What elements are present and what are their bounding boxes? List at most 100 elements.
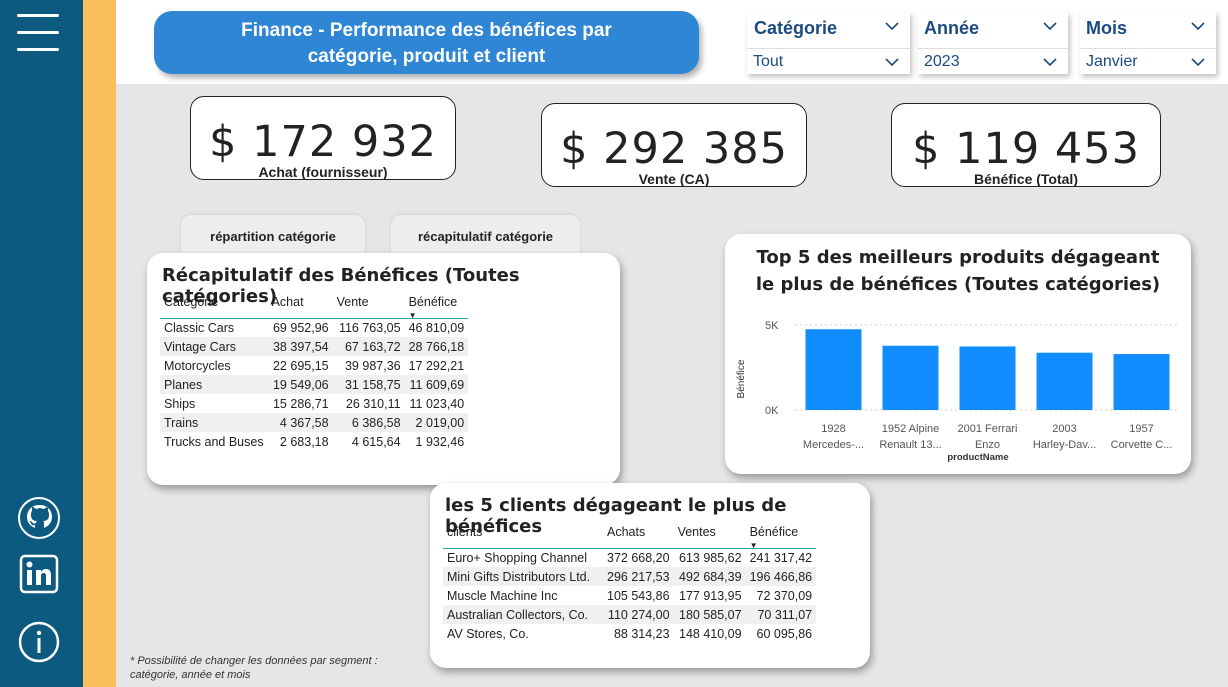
col-header-ventes[interactable]: Ventes xyxy=(677,525,716,539)
table-row[interactable]: Muscle Machine Inc 105 543,86 177 913,95 72… xyxy=(443,586,816,605)
table-row[interactable]: Vintage Cars 38 397,54 67 163,72 28 766,18 xyxy=(160,337,469,356)
table-cell: Australian Collectors, Co. xyxy=(443,605,603,624)
chart-title: Top 5 des meilleurs produits dégageant l… xyxy=(725,244,1191,298)
footnote-line1: * Possibilité de changer les données par… xyxy=(130,655,378,667)
table-cell: 11 609,69 xyxy=(404,375,469,394)
x-axis-label: productName xyxy=(947,452,1008,463)
x-tick-label: 1928 xyxy=(821,423,845,435)
bar[interactable] xyxy=(1036,352,1093,410)
table-cell: Mini Gifts Distributors Ltd. xyxy=(443,567,603,586)
category-table-title: Récapitulatif des Bénéfices (Toutes caté… xyxy=(162,265,520,307)
table-row[interactable]: Planes 19 549,06 31 158,75 11 609,69 xyxy=(160,375,469,394)
chevron-down-icon[interactable] xyxy=(884,54,900,70)
github-icon[interactable] xyxy=(17,496,61,540)
slicer-categorie-dropdown[interactable]: Tout xyxy=(747,48,910,74)
kpi-benefice: $ 119 453 Bénéfice (Total) xyxy=(891,103,1161,187)
slicer-categorie-value: Tout xyxy=(753,53,784,70)
col-header-vente[interactable]: Vente xyxy=(336,295,369,309)
y-tick-label: 5K xyxy=(765,320,779,332)
chevron-down-icon[interactable] xyxy=(1190,54,1206,70)
table-cell: 180 585,07 xyxy=(673,605,746,624)
col-header-clients[interactable]: clients xyxy=(447,525,483,539)
table-cell: Euro+ Shopping Channel xyxy=(447,550,588,565)
slicer-mois[interactable]: Mois Janvier xyxy=(1080,12,1216,74)
slicer-mois-dropdown[interactable]: Janvier xyxy=(1080,48,1216,74)
menu-icon[interactable] xyxy=(17,14,59,56)
table-row[interactable]: Trains 4 367,58 6 386,58 2 019,00 xyxy=(160,413,469,432)
table-cell: 110 274,00 xyxy=(603,605,674,624)
chevron-down-icon[interactable] xyxy=(1042,18,1058,34)
x-tick-label: Enzo xyxy=(975,439,1000,451)
table-cell: Muscle Machine Inc xyxy=(447,588,558,603)
table-cell: 2 683,18 xyxy=(279,434,329,449)
table-cell: Motorcycles xyxy=(164,358,231,373)
table-cell: 196 466,86 xyxy=(745,567,817,586)
slicer-annee-value: 2023 xyxy=(924,53,960,70)
slicer-categorie[interactable]: Catégorie Tout xyxy=(747,12,910,74)
table-row[interactable]: Motorcycles 22 695,15 39 987,36 17 292,21 xyxy=(160,356,468,375)
table-cell: 2 019,00 xyxy=(404,413,469,432)
table-cell: 613 985,62 xyxy=(679,550,742,565)
table-cell: 148 410,09 xyxy=(679,626,742,641)
table-row[interactable]: Australian Collectors, Co. 110 274,00 180 … xyxy=(443,605,817,624)
slicer-categorie-label: Catégorie xyxy=(754,18,838,38)
col-header-client-benefice[interactable]: Bénéfice ▼ xyxy=(746,522,817,550)
table-cell: 296 217,53 xyxy=(603,567,674,586)
y-tick-label: 0K xyxy=(765,405,779,417)
col-header-achats[interactable]: Achats xyxy=(607,525,646,539)
table-cell: 116 763,05 xyxy=(338,320,401,335)
kpi-vente-caption: Vente (CA) xyxy=(638,171,710,187)
table-cell: 39 987,36 xyxy=(344,358,401,373)
col-header-benefice-label: Bénéfice xyxy=(408,295,458,309)
slicer-annee-label: Année xyxy=(924,18,980,38)
table-row[interactable]: Mini Gifts Distributors Ltd. 296 217,53 49… xyxy=(443,567,817,586)
slicer-mois-value: Janvier xyxy=(1086,53,1138,70)
page-title: Finance - Performance des bénéfices par … xyxy=(154,11,699,74)
chevron-down-icon[interactable] xyxy=(884,18,900,34)
slicer-annee[interactable]: Année 2023 xyxy=(918,12,1068,74)
table-cell: 60 095,86 xyxy=(756,626,813,641)
col-header-client-benefice-label: Bénéfice xyxy=(749,525,799,539)
table-cell: Trucks and Buses xyxy=(164,434,264,449)
bar[interactable] xyxy=(882,345,939,410)
table-cell: 26 310,11 xyxy=(345,396,401,411)
table-cell: 38 397,54 xyxy=(267,337,333,356)
table-row[interactable]: Classic Cars 69 952,96 116 763,05 46 810,09 xyxy=(160,318,468,337)
bar[interactable] xyxy=(1113,354,1170,410)
table-row[interactable]: AV Stores, Co. 88 314,23 148 410,09 60 095,… xyxy=(443,624,816,643)
slicer-annee-dropdown[interactable]: 2023 xyxy=(918,48,1068,74)
category-table: Catégorie Achat Vente Bénéfice ▼ Classic … xyxy=(160,292,469,451)
accent-stripe xyxy=(83,0,116,687)
table-row[interactable]: Ships 15 286,71 26 310,11 11 023,40 xyxy=(160,394,468,413)
col-header-benefice[interactable]: Bénéfice ▼ xyxy=(405,292,469,320)
table-cell: Classic Cars xyxy=(164,320,235,335)
table-row[interactable]: Euro+ Shopping Channel 372 668,20 613 985,… xyxy=(443,548,816,567)
bar[interactable] xyxy=(805,329,862,410)
table-row[interactable]: Trucks and Buses 2 683,18 4 615,64 1 932,46 xyxy=(160,432,468,451)
info-icon[interactable] xyxy=(17,620,61,664)
chevron-down-icon[interactable] xyxy=(1042,54,1058,70)
col-header-achat[interactable]: Achat xyxy=(271,295,304,309)
bar[interactable] xyxy=(959,346,1016,410)
client-table-title: les 5 clients dégageant le plus de bénéf… xyxy=(445,495,787,537)
table-cell: AV Stores, Co. xyxy=(447,626,529,641)
table-cell: Ships xyxy=(164,396,196,411)
footnote-line2: catégorie, année et mois xyxy=(130,669,251,681)
table-cell: 72 370,09 xyxy=(756,588,813,603)
recapitulatif-categorie-button[interactable]: récapitulatif catégorie xyxy=(391,215,580,257)
chevron-down-icon[interactable] xyxy=(1190,18,1206,34)
table-cell: 372 668,20 xyxy=(607,550,670,565)
linkedin-icon[interactable] xyxy=(17,552,61,596)
chart-title-text: Top 5 des meilleurs produits dégageant l… xyxy=(755,247,1161,295)
table-cell: Vintage Cars xyxy=(160,337,268,356)
kpi-achat-caption: Achat (fournisseur) xyxy=(258,164,388,180)
table-cell: Planes xyxy=(160,375,268,394)
table-cell: 11 023,40 xyxy=(409,396,465,411)
sort-desc-icon: ▼ xyxy=(749,541,758,550)
sort-desc-icon: ▼ xyxy=(408,311,417,320)
bar-chart: 0K 5K Bénéfice 1928 Mercedes-... 1952 Alpine R… xyxy=(736,320,1180,463)
kpi-vente-value: $ 292 385 xyxy=(560,124,788,174)
repartition-categorie-button[interactable]: répartition catégorie xyxy=(181,215,365,257)
table-cell: 46 810,09 xyxy=(408,320,465,335)
col-header-categorie[interactable]: Catégorie xyxy=(164,295,219,309)
